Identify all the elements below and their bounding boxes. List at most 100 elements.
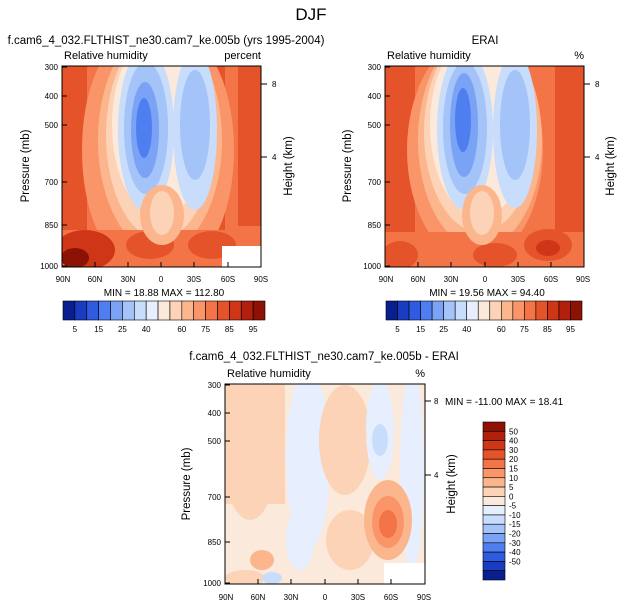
panel-erai-right-label: % [574, 50, 584, 62]
y-tick-label: 500 [45, 121, 59, 130]
y-tick-label: 700 [45, 178, 59, 187]
colorbar-label: 85 [543, 325, 552, 334]
colorbar-label: 5 [73, 325, 78, 334]
colorbar-cell [489, 300, 502, 321]
panel-erai-field [385, 66, 584, 267]
y-tick-label: 400 [368, 92, 382, 101]
y-tick-label: 400 [45, 92, 59, 101]
colorbar-cell [482, 561, 506, 572]
colorbar-label: 60 [497, 325, 506, 334]
colorbar-label: 15 [416, 325, 425, 334]
height-axis-label: Height (km) [605, 136, 617, 196]
colorbar-label: 5 [509, 483, 514, 492]
panel-model-left-label: Relative humidity [64, 50, 148, 62]
colorbar-cell [500, 300, 514, 321]
panel-erai-left-label: Relative humidity [387, 50, 471, 62]
figure-title: DJF [295, 5, 326, 24]
colorbar-cell [482, 505, 506, 516]
height-axis-label: Height (km) [446, 454, 458, 514]
colorbar-cell [482, 496, 506, 506]
x-tick-label: 60S [544, 275, 558, 284]
colorbar-label: 25 [439, 325, 448, 334]
colorbar-cell [482, 533, 506, 544]
colorbar-label: 40 [142, 325, 151, 334]
panel-diff-stats: MIN = -11.00 MAX = 18.41 [445, 397, 564, 408]
colorbar-cell [181, 300, 195, 321]
colorbar-cell [547, 300, 560, 321]
colorbar-label: 50 [509, 427, 518, 436]
colorbar-cell [482, 430, 506, 441]
colorbar-cell [482, 458, 506, 469]
colorbar-label: -15 [509, 520, 521, 529]
colorbar-cell [535, 300, 548, 321]
colorbar-cell [145, 300, 159, 321]
x-tick-label: 30N [284, 593, 299, 602]
colorbar-label: 5 [395, 325, 400, 334]
colorbar-cell [110, 300, 123, 321]
colorbar-label: 20 [509, 455, 518, 464]
colorbar-cell [482, 551, 506, 562]
colorbar-cell [86, 300, 99, 321]
panel-model-y-axis: 300 400 500 700 850 1000 Pressure (mb) [20, 63, 67, 271]
panel-diff-left-label: Relative humidity [227, 368, 311, 380]
panel-erai-y-axis: 300 400 500 700 850 1000 Pressure (mb) [342, 63, 390, 271]
x-tick-label: 0 [323, 593, 328, 602]
colorbar-cell [133, 300, 147, 321]
colorbar-cell [443, 300, 456, 321]
colorbar-cell [482, 514, 506, 525]
panel-model-field [62, 66, 261, 267]
colorbar-cell [477, 300, 491, 321]
colorbar-label: 25 [118, 325, 127, 334]
panel-diff: f.cam6_4_032.FLTHIST_ne30.cam7_ke.005b -… [181, 351, 564, 602]
panel-model: f.cam6_4_032.FLTHIST_ne30.cam7_ke.005b (… [8, 35, 325, 299]
x-tick-label: 30S [187, 275, 201, 284]
colorbar-cell [62, 300, 76, 321]
panel-model-stats: MIN = 18.88 MAX = 112.80 [104, 288, 225, 299]
x-tick-label: 60N [251, 593, 266, 602]
height-tick-label: 4 [434, 471, 439, 480]
colorbar-cell [431, 300, 444, 321]
colorbar-cell [482, 477, 506, 488]
colorbar-label: 60 [177, 325, 186, 334]
colorbar-label: -5 [509, 502, 517, 511]
colorbar-cell [229, 300, 242, 321]
x-tick-label: 30N [121, 275, 136, 284]
colorbar-cell [408, 300, 421, 321]
colorbar-label: 95 [249, 325, 258, 334]
colorbar-label: 95 [566, 325, 575, 334]
height-tick-label: 4 [272, 153, 277, 162]
colorbar-cell [466, 300, 479, 321]
colorbar-label: 85 [225, 325, 234, 334]
x-tick-label: 60S [384, 593, 398, 602]
x-tick-label: 60N [88, 275, 103, 284]
y-tick-label: 300 [208, 381, 222, 390]
panel-diff-right-label: % [415, 368, 425, 380]
colorbar-cell [420, 300, 433, 321]
colorbar-erai: 5 15 25 40 60 75 85 95 [385, 300, 583, 334]
panel-erai-case-title: ERAI [472, 35, 499, 47]
colorbar-cell [397, 300, 410, 321]
colorbar-label: -30 [509, 539, 521, 548]
y-tick-label: 850 [368, 221, 382, 230]
panel-erai-height-axis: 8 4 Height (km) [584, 80, 617, 196]
colorbar-cell [240, 300, 254, 321]
y-tick-label: 700 [208, 493, 222, 502]
colorbar-cell [205, 300, 218, 321]
colorbar-cell [482, 468, 506, 479]
colorbar-cell [385, 300, 398, 321]
colorbar-cell [98, 300, 111, 321]
colorbar-cell [193, 300, 206, 321]
colorbar-cell [454, 300, 468, 321]
y-tick-label: 500 [208, 437, 222, 446]
panel-diff-case-title: f.cam6_4_032.FLTHIST_ne30.cam7_ke.005b -… [189, 351, 459, 363]
y-tick-label: 1000 [40, 262, 58, 271]
x-tick-label: 90S [576, 275, 590, 284]
colorbar-label: 15 [94, 325, 103, 334]
colorbar-label: 75 [201, 325, 210, 334]
panel-erai-stats: MIN = 19.56 MAX = 94.40 [429, 288, 545, 299]
colorbar-cell [570, 300, 583, 321]
colorbar-cell [252, 300, 266, 321]
colorbar-label: -20 [509, 530, 521, 539]
